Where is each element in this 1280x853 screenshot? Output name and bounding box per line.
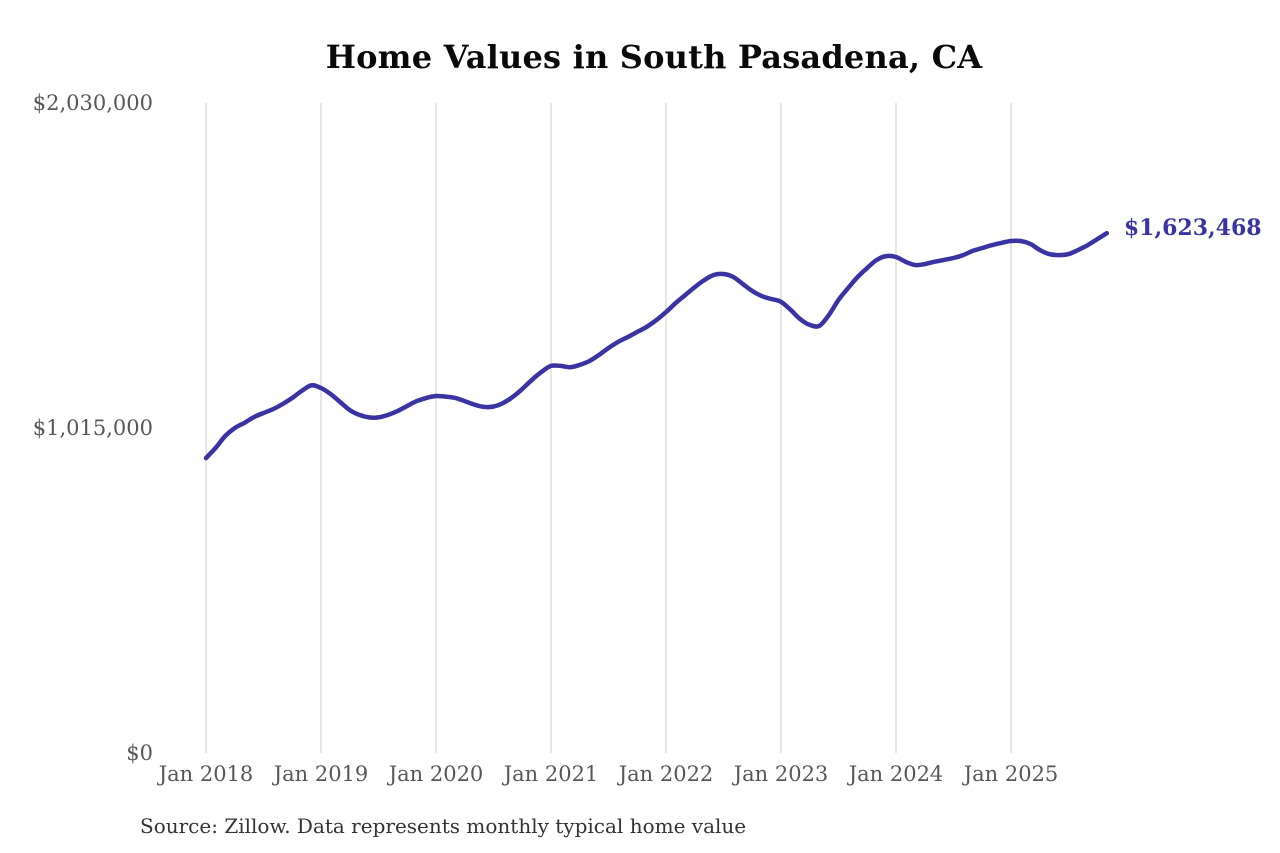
x-tick-label: Jan 2019 [272, 762, 369, 786]
x-tick-label: Jan 2020 [387, 762, 484, 786]
x-tick-label: Jan 2022 [617, 762, 714, 786]
y-tick-label: $2,030,000 [33, 91, 153, 115]
y-tick-label: $0 [126, 741, 153, 765]
x-tick-label: Jan 2023 [732, 762, 829, 786]
value-line [203, 230, 1110, 461]
y-tick-label: $1,015,000 [33, 416, 153, 440]
chart-title: Home Values in South Pasadena, CA [325, 38, 983, 76]
source-note: Source: Zillow. Data represents monthly … [140, 814, 747, 838]
x-tick-label: Jan 2024 [847, 762, 944, 786]
x-tick-label: Jan 2018 [157, 762, 254, 786]
end-value-label: $1,623,468 [1124, 215, 1262, 241]
x-tick-label: Jan 2021 [502, 762, 599, 786]
x-tick-label: Jan 2025 [962, 762, 1059, 786]
